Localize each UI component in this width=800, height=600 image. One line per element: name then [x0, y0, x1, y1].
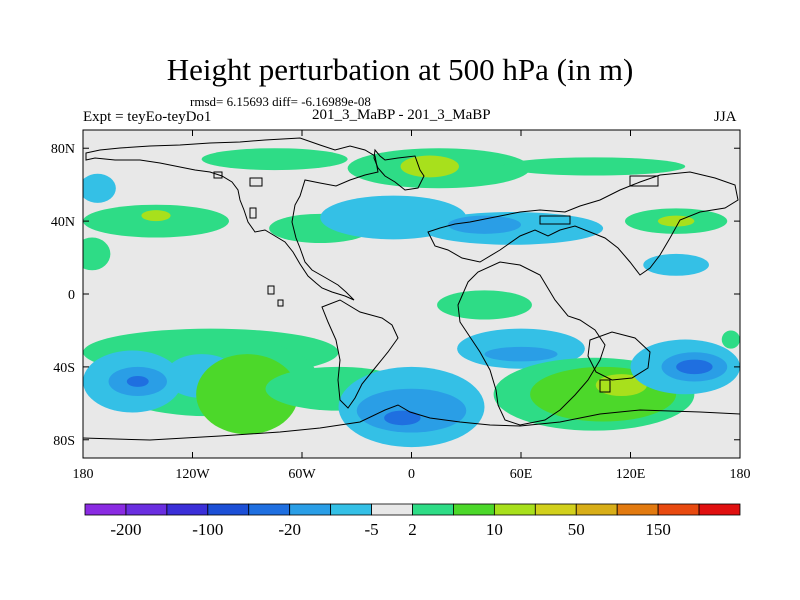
coastline-outlines: [83, 137, 740, 441]
positive-anomaly: [83, 204, 229, 238]
colorbar-label: 10: [486, 520, 503, 539]
colorbar-label: -200: [110, 520, 141, 539]
positive-anomaly: [201, 148, 348, 171]
negative-anomaly: [356, 388, 467, 433]
island-outline: [267, 285, 275, 295]
coastline-greenland: [373, 148, 425, 191]
y-tick-label: 40S: [53, 361, 75, 376]
negative-anomaly: [126, 376, 149, 387]
colorbar: -200 -100 -20 -5 2 10 50 150: [84, 503, 741, 539]
x-tick-label: 180: [73, 467, 94, 482]
colorbar-swatch: [453, 503, 495, 516]
axes: 180 120W 60W 0 60E 120E 180 80N 40N 0 40S 80S: [51, 130, 751, 482]
colorbar-swatch: [248, 503, 291, 516]
x-tick-label: 120E: [616, 467, 646, 482]
comparison-label: 201_3_MaBP - 201_3_MaBP: [312, 107, 491, 123]
colorbar-swatch: [657, 503, 700, 516]
x-tick-label: 120W: [175, 467, 210, 482]
y-tick-label: 80S: [53, 434, 75, 449]
stats-label: rmsd= 6.15693 diff= -6.16989e-08: [190, 94, 371, 109]
y-tick-label: 0: [68, 288, 75, 303]
island-outline: [249, 177, 263, 187]
colorbar-label: -5: [364, 520, 378, 539]
colorbar-label: 2: [408, 520, 417, 539]
colorbar-swatch: [412, 503, 454, 516]
y-tick-label: 80N: [51, 142, 75, 157]
colorbar-swatch: [493, 503, 536, 516]
positive-anomaly: [721, 330, 740, 349]
contour-field: [83, 130, 740, 458]
colorbar-swatch: [371, 503, 413, 516]
x-tick-label: 0: [408, 467, 415, 482]
colorbar-swatch: [575, 503, 618, 516]
island-outline: [213, 171, 223, 179]
coastline-north-america: [85, 137, 379, 301]
negative-anomaly: [643, 253, 709, 276]
colorbar-label: -20: [278, 520, 301, 539]
negative-anomaly: [484, 346, 558, 362]
y-tick-label: 40N: [51, 215, 75, 230]
positive-anomaly: [437, 290, 532, 320]
colorbar-label: 150: [645, 520, 671, 539]
island-outline: [277, 299, 284, 307]
x-tick-label: 60E: [510, 467, 533, 482]
island-outline: [539, 215, 571, 225]
coastline-australia: [587, 331, 651, 381]
colorbar-swatch: [534, 503, 577, 516]
colorbar-label: 50: [568, 520, 585, 539]
coastline-eurasia: [427, 171, 739, 276]
colorbar-label: -100: [192, 520, 223, 539]
coastline-africa: [457, 261, 606, 426]
island-outline: [249, 207, 257, 219]
x-tick-label: 60W: [288, 467, 316, 482]
chart-title: Height perturbation at 500 hPa (in m): [166, 52, 634, 87]
positive-anomaly: [502, 157, 686, 176]
experiment-label: Expt = teyEo-teyDo1: [83, 109, 212, 125]
colorbar-swatch: [330, 503, 372, 516]
colorbar-swatch: [125, 503, 168, 516]
colorbar-swatch: [84, 503, 127, 516]
colorbar-swatch: [166, 503, 209, 516]
colorbar-swatch: [698, 503, 741, 516]
colorbar-swatch: [616, 503, 659, 516]
positive-anomaly: [141, 210, 171, 222]
negative-anomaly: [83, 173, 116, 203]
negative-anomaly: [448, 215, 521, 234]
negative-anomaly: [676, 359, 713, 375]
coastline-south-america: [321, 299, 399, 409]
island-outline: [599, 379, 611, 393]
x-tick-label: 180: [730, 467, 751, 482]
island-outline: [629, 175, 659, 187]
positive-anomaly: [400, 155, 459, 178]
colorbar-swatch: [207, 503, 250, 516]
coastline-antarctica: [83, 404, 740, 441]
colorbar-swatch: [289, 503, 332, 516]
positive-anomaly: [83, 237, 111, 271]
positive-anomaly: [196, 354, 299, 435]
negative-anomaly: [384, 410, 421, 426]
season-label: JJA: [714, 109, 737, 125]
positive-anomaly: [657, 215, 695, 227]
